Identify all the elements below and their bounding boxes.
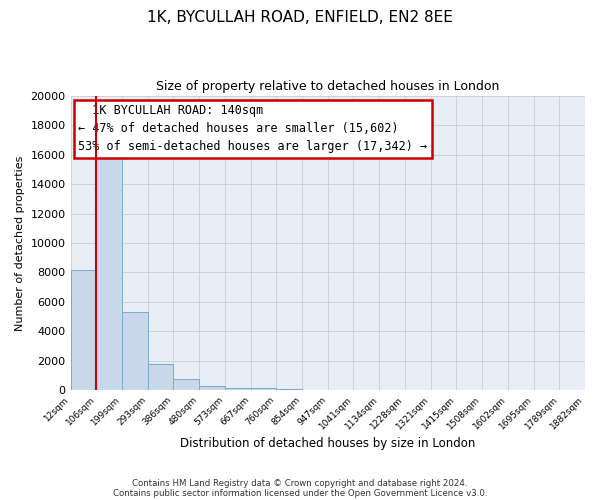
Bar xyxy=(225,388,251,390)
Bar xyxy=(277,389,302,390)
Text: Contains public sector information licensed under the Open Government Licence v3: Contains public sector information licen… xyxy=(113,488,487,498)
Bar xyxy=(199,386,225,390)
Text: Contains HM Land Registry data © Crown copyright and database right 2024.: Contains HM Land Registry data © Crown c… xyxy=(132,478,468,488)
Bar xyxy=(96,146,122,390)
Bar xyxy=(173,380,199,390)
Y-axis label: Number of detached properties: Number of detached properties xyxy=(15,156,25,330)
X-axis label: Distribution of detached houses by size in London: Distribution of detached houses by size … xyxy=(180,437,475,450)
Text: 1K, BYCULLAH ROAD, ENFIELD, EN2 8EE: 1K, BYCULLAH ROAD, ENFIELD, EN2 8EE xyxy=(147,10,453,25)
Bar xyxy=(122,312,148,390)
Text: 1K BYCULLAH ROAD: 140sqm
← 47% of detached houses are smaller (15,602)
53% of se: 1K BYCULLAH ROAD: 140sqm ← 47% of detach… xyxy=(78,104,427,154)
Bar xyxy=(251,388,277,390)
Title: Size of property relative to detached houses in London: Size of property relative to detached ho… xyxy=(156,80,499,93)
Bar xyxy=(71,270,96,390)
Bar xyxy=(148,364,173,390)
